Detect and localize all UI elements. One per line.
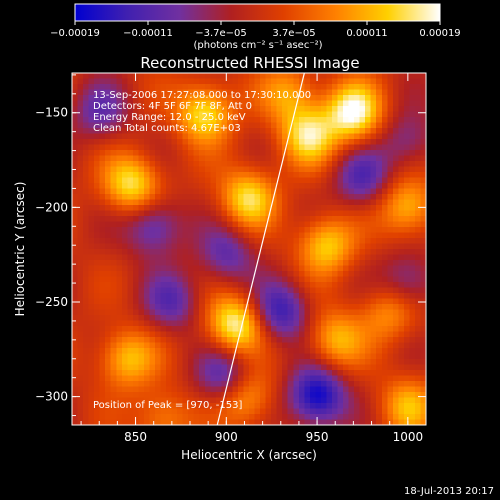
x-tick-label: 850 [124, 430, 147, 444]
annotation-method: Clean Total counts: 4.67E+03 [93, 123, 241, 134]
footer-timestamp: 18-Jul-2013 20:17 [404, 486, 494, 497]
colorbar-tick-label: 3.7e−05 [272, 28, 315, 39]
x-tick-label: 950 [306, 430, 329, 444]
colorbar-unit-label: (photons cm⁻² s⁻¹ asec⁻²) [193, 40, 322, 51]
chart-title: Reconstructed RHESSI Image [140, 54, 359, 72]
y-axis: −150 −200 −250 −300 [35, 74, 426, 417]
plot-frame [71, 72, 427, 426]
x-tick-label: 1000 [393, 430, 424, 444]
colorbar-ticks: −0.00019 −0.00011 −3.7e−05 3.7e−05 0.00011 0.… [50, 21, 461, 39]
colorbar-tick-label: 0.00019 [419, 28, 460, 39]
plot-area [72, 73, 426, 425]
colorbar-tick-label: −3.7e−05 [195, 28, 247, 39]
y-tick-label: −300 [35, 390, 68, 404]
colorbar-tick-label: 0.00011 [346, 28, 387, 39]
solar-limb-line [216, 73, 305, 425]
colorbar-tick-label: −0.00011 [123, 28, 173, 39]
annotation-detectors: Detectors: 4F 5F 6F 7F 8F, Att 0 [93, 101, 252, 112]
annotation-time: 13-Sep-2006 17:27:08.000 to 17:30:10.000 [93, 90, 311, 101]
y-tick-label: −200 [35, 200, 68, 214]
x-axis: 850 900 950 1000 [80, 73, 427, 444]
y-tick-label: −250 [35, 295, 68, 309]
y-axis-label: Heliocentric Y (arcsec) [13, 182, 27, 317]
annotation-peak: Position of Peak = [970, -153] [93, 400, 242, 411]
colorbar [74, 3, 441, 22]
y-tick-label: −150 [35, 106, 68, 120]
x-axis-label: Heliocentric X (arcsec) [181, 448, 317, 462]
x-tick-label: 900 [215, 430, 238, 444]
colorbar-tick-label: −0.00019 [50, 28, 100, 39]
heatmap-image [72, 73, 426, 425]
annotation-energy: Energy Range: 12.0 - 25.0 keV [93, 112, 246, 123]
